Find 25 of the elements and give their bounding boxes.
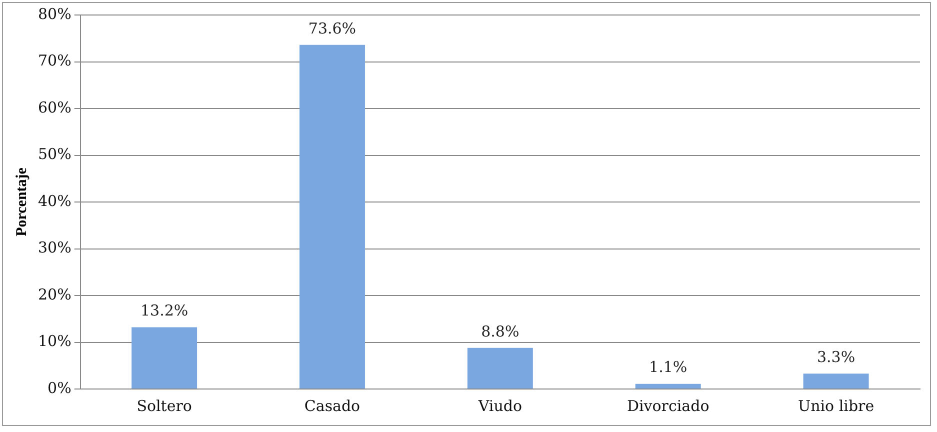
y-tick-label: 70% bbox=[38, 52, 72, 70]
bar bbox=[132, 327, 198, 388]
y-tick-label: 50% bbox=[38, 145, 72, 164]
data-label: 13.2% bbox=[140, 302, 188, 320]
bar bbox=[299, 44, 365, 388]
bar bbox=[467, 348, 533, 388]
x-tick-label: Unio libre bbox=[798, 396, 874, 415]
y-tick-label: 40% bbox=[38, 192, 72, 210]
x-tick-label: Casado bbox=[304, 396, 360, 415]
x-tick-label: Divorciado bbox=[626, 396, 710, 415]
data-label: 73.6% bbox=[308, 19, 356, 38]
y-axis-title: Porcentaje bbox=[14, 167, 30, 236]
data-label: 3.3% bbox=[816, 348, 856, 366]
x-tick-label: Soltero bbox=[136, 396, 192, 415]
y-tick-label: 30% bbox=[38, 238, 72, 257]
x-tick-label: Viudo bbox=[477, 396, 522, 415]
y-tick-label: 60% bbox=[38, 98, 72, 116]
bar bbox=[803, 374, 869, 388]
y-tick-label: 10% bbox=[38, 332, 72, 350]
data-label: 8.8% bbox=[481, 322, 520, 340]
data-label: 1.1% bbox=[649, 358, 688, 376]
bar bbox=[635, 384, 701, 388]
y-tick-label: 80% bbox=[38, 4, 72, 23]
y-tick-label: 0% bbox=[48, 378, 72, 397]
y-tick-label: 20% bbox=[38, 285, 72, 304]
